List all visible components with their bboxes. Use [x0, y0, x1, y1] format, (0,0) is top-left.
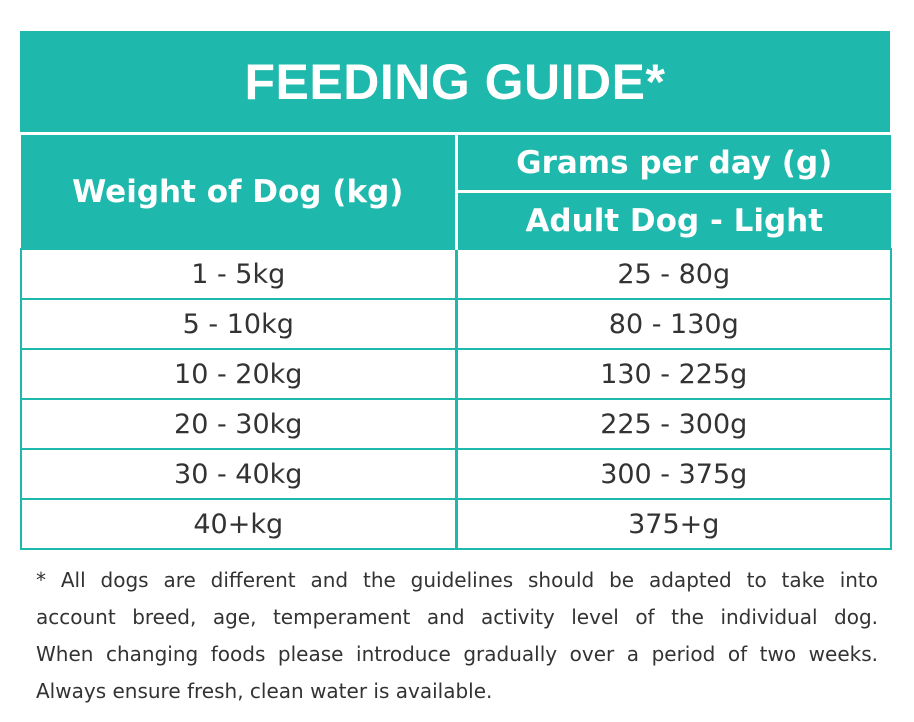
feeding-table: Weight of Dog (kg) Grams per day (g) Adu… [20, 135, 892, 550]
grams-cell: 300 - 375g [455, 448, 892, 500]
footnote: * All dogs are different and the guideli… [36, 562, 878, 710]
adult-light-subheader: Adult Dog - Light [456, 191, 891, 249]
weight-cell: 30 - 40kg [20, 448, 458, 500]
weight-column-header: Weight of Dog (kg) [21, 135, 458, 249]
footnote-line: When changing foods please introduce gra… [36, 642, 878, 666]
table-row: 40+kg 375+g [20, 498, 892, 550]
grams-column-header: Grams per day (g) [456, 135, 891, 193]
grams-cell: 80 - 130g [455, 298, 892, 350]
footnote-line: Always ensure fresh, clean water is avai… [36, 679, 493, 703]
table-row: 20 - 30kg 225 - 300g [20, 398, 892, 450]
weight-cell: 1 - 5kg [20, 248, 458, 300]
grams-cell: 225 - 300g [455, 398, 892, 450]
table-row: 1 - 5kg 25 - 80g [20, 248, 892, 300]
grams-cell: 25 - 80g [455, 248, 892, 300]
footnote-line: * All dogs are different and the guideli… [36, 568, 878, 592]
table-row: 30 - 40kg 300 - 375g [20, 448, 892, 500]
weight-cell: 10 - 20kg [20, 348, 458, 400]
feeding-guide: FEEDING GUIDE* Weight of Dog (kg) Grams … [20, 31, 892, 550]
grams-cell: 375+g [455, 498, 892, 550]
table-row: 10 - 20kg 130 - 225g [20, 348, 892, 400]
footnote-line: account breed, age, temperament and acti… [36, 605, 878, 629]
weight-cell: 40+kg [20, 498, 458, 550]
weight-cell: 20 - 30kg [20, 398, 458, 450]
table-row: 5 - 10kg 80 - 130g [20, 298, 892, 350]
feeding-guide-title: FEEDING GUIDE* [20, 31, 890, 135]
weight-cell: 5 - 10kg [20, 298, 458, 350]
grams-cell: 130 - 225g [455, 348, 892, 400]
